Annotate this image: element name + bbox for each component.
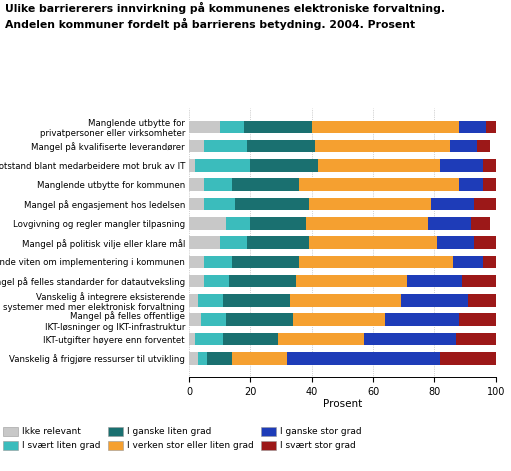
- Bar: [407, 275, 462, 287]
- Bar: [189, 217, 226, 229]
- Bar: [474, 236, 496, 249]
- Bar: [250, 159, 318, 171]
- Bar: [204, 256, 232, 268]
- Bar: [189, 159, 195, 171]
- Bar: [226, 217, 250, 229]
- Bar: [385, 314, 459, 326]
- Bar: [468, 294, 496, 307]
- Bar: [315, 140, 450, 152]
- Bar: [189, 121, 220, 133]
- Bar: [440, 352, 496, 365]
- Bar: [431, 198, 474, 210]
- Bar: [287, 352, 440, 365]
- Bar: [204, 179, 232, 191]
- Bar: [189, 294, 198, 307]
- Bar: [278, 333, 364, 345]
- Bar: [296, 275, 407, 287]
- Bar: [440, 159, 483, 171]
- X-axis label: Prosent: Prosent: [323, 399, 362, 409]
- Bar: [428, 217, 471, 229]
- Bar: [220, 236, 247, 249]
- Bar: [247, 236, 309, 249]
- Bar: [293, 314, 385, 326]
- Bar: [220, 121, 244, 133]
- Bar: [453, 256, 483, 268]
- Bar: [401, 294, 468, 307]
- Bar: [235, 198, 309, 210]
- Bar: [189, 256, 204, 268]
- Bar: [462, 275, 496, 287]
- Bar: [189, 275, 204, 287]
- Bar: [483, 159, 496, 171]
- Bar: [226, 314, 293, 326]
- Bar: [189, 314, 201, 326]
- Bar: [483, 179, 496, 191]
- Bar: [483, 256, 496, 268]
- Bar: [207, 352, 232, 365]
- Bar: [477, 140, 490, 152]
- Bar: [232, 352, 287, 365]
- Bar: [437, 236, 474, 249]
- Bar: [189, 140, 204, 152]
- Bar: [189, 198, 204, 210]
- Bar: [244, 121, 312, 133]
- Bar: [204, 275, 229, 287]
- Bar: [204, 140, 247, 152]
- Bar: [309, 198, 431, 210]
- Bar: [223, 294, 290, 307]
- Bar: [364, 333, 456, 345]
- Bar: [189, 179, 204, 191]
- Bar: [232, 256, 299, 268]
- Bar: [312, 121, 459, 133]
- Bar: [189, 352, 198, 365]
- Legend: Ikke relevant, I svært liten grad, I ganske liten grad, I verken stor eller lite: Ikke relevant, I svært liten grad, I gan…: [4, 427, 362, 450]
- Bar: [459, 179, 483, 191]
- Bar: [189, 236, 220, 249]
- Bar: [306, 217, 428, 229]
- Bar: [459, 314, 496, 326]
- Bar: [450, 140, 477, 152]
- Bar: [474, 198, 496, 210]
- Bar: [189, 333, 195, 345]
- Text: Ulike barriererers innvirkning på kommunenes elektroniske forvaltning.
Andelen k: Ulike barriererers innvirkning på kommun…: [5, 2, 445, 30]
- Bar: [223, 333, 278, 345]
- Bar: [459, 121, 486, 133]
- Bar: [195, 159, 250, 171]
- Bar: [299, 179, 459, 191]
- Bar: [486, 121, 496, 133]
- Bar: [250, 217, 306, 229]
- Bar: [456, 333, 496, 345]
- Bar: [309, 236, 437, 249]
- Bar: [198, 352, 207, 365]
- Bar: [318, 159, 440, 171]
- Bar: [290, 294, 401, 307]
- Bar: [471, 217, 490, 229]
- Bar: [299, 256, 453, 268]
- Bar: [204, 198, 235, 210]
- Bar: [229, 275, 296, 287]
- Bar: [201, 314, 226, 326]
- Bar: [195, 333, 223, 345]
- Bar: [198, 294, 223, 307]
- Bar: [232, 179, 299, 191]
- Bar: [247, 140, 315, 152]
